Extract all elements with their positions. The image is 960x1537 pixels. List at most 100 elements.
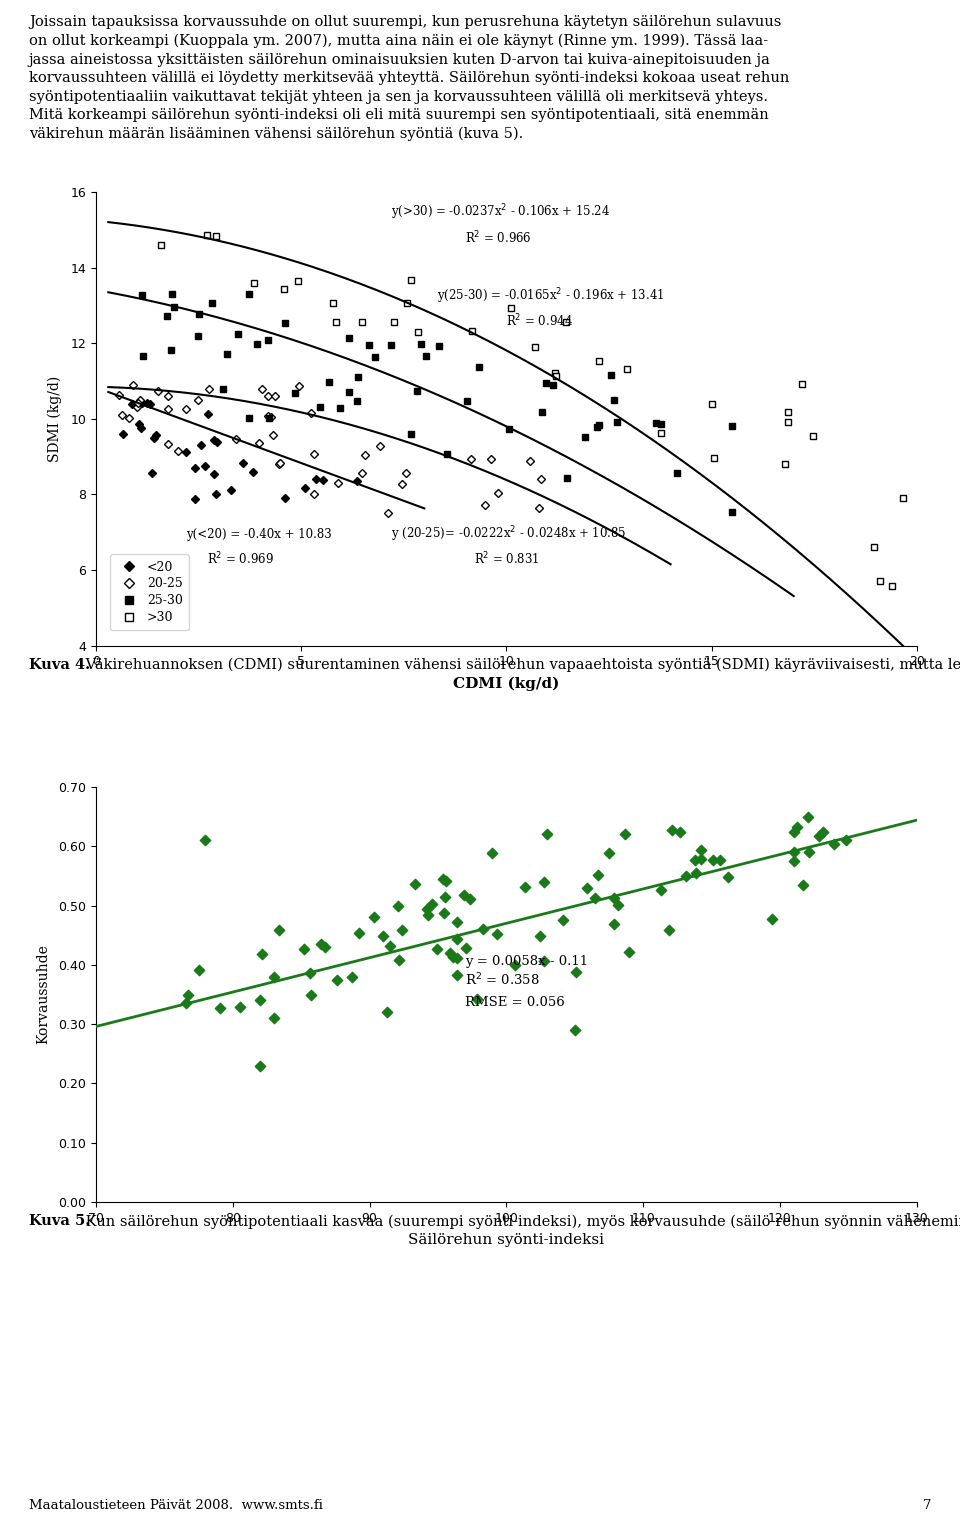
Point (266, 1005, 281, 1030)
Point (661, 918, 677, 942)
Text: y(<20) = -0.40x + 10.83: y(<20) = -0.40x + 10.83 (186, 527, 332, 541)
Point (449, 945, 465, 970)
Point (443, 941, 458, 965)
Point (764, 907, 780, 931)
Point (801, 804, 816, 828)
Point (816, 819, 831, 844)
Text: R$^2$ = 0.831: R$^2$ = 0.831 (473, 550, 539, 567)
Point (391, 948, 406, 973)
Point (429, 936, 444, 961)
Point (580, 876, 595, 901)
Point (801, 839, 816, 864)
Point (720, 864, 735, 888)
Point (567, 1017, 583, 1042)
Point (329, 968, 345, 993)
Point (508, 953, 523, 978)
Point (444, 945, 460, 970)
Point (672, 819, 687, 844)
Y-axis label: Korvaussuhde: Korvaussuhde (36, 945, 50, 1044)
Point (537, 948, 552, 973)
Point (314, 931, 329, 956)
Point (811, 824, 827, 848)
Point (351, 921, 367, 945)
Point (375, 924, 391, 948)
Text: R$^2$ = 0.969: R$^2$ = 0.969 (206, 550, 274, 567)
Y-axis label: SDMI (kg/d): SDMI (kg/d) (48, 375, 62, 463)
Point (456, 882, 471, 907)
Point (303, 984, 319, 1008)
Point (449, 962, 465, 987)
Point (297, 936, 312, 961)
Point (345, 964, 360, 988)
Point (266, 964, 281, 988)
Point (687, 847, 703, 871)
Text: y(25-30) = -0.0165x$^2$ - 0.196x + 13.41: y(25-30) = -0.0165x$^2$ - 0.196x + 13.41 (437, 286, 664, 306)
Point (438, 885, 453, 910)
Point (484, 841, 499, 865)
X-axis label: Säilörehun syönti-indeksi: Säilörehun syönti-indeksi (408, 1233, 605, 1247)
Point (533, 924, 548, 948)
Text: R$^2$ = 0.944: R$^2$ = 0.944 (507, 312, 573, 329)
Point (449, 910, 465, 934)
Point (607, 911, 622, 936)
Text: y(>30) = -0.0237x$^2$ - 0.106x + 15.24: y(>30) = -0.0237x$^2$ - 0.106x + 15.24 (392, 203, 611, 223)
Text: y = 0.0058x - 0.11: y = 0.0058x - 0.11 (466, 954, 588, 968)
Point (490, 922, 505, 947)
Point (367, 905, 382, 930)
Point (617, 822, 633, 847)
Point (786, 839, 802, 864)
Point (606, 885, 621, 910)
Point (191, 958, 206, 982)
Point (420, 896, 435, 921)
Text: Joissain tapauksissa korvaussuhde on ollut suurempi, kun perusrehuna käytetyn sä: Joissain tapauksissa korvaussuhde on oll… (29, 15, 789, 141)
Point (568, 961, 584, 985)
Point (839, 828, 854, 853)
Point (463, 887, 478, 911)
Point (391, 895, 406, 919)
Text: Väkirehuannoksen (CDMI) suurentaminen vähensi säilörehun vapaaehtoista syöntiä (: Väkirehuannoksen (CDMI) suurentaminen vä… (82, 658, 960, 672)
Point (450, 927, 466, 951)
Point (827, 832, 842, 856)
Legend: <20, 20-25, 25-30, >30: <20, 20-25, 25-30, >30 (110, 555, 189, 630)
Point (254, 942, 270, 967)
Point (379, 999, 395, 1024)
Point (395, 918, 410, 942)
Point (252, 1053, 268, 1077)
Point (602, 841, 617, 865)
Point (688, 861, 704, 885)
Text: 7: 7 (923, 1499, 931, 1512)
Point (435, 867, 450, 891)
Text: Kuva 5.: Kuva 5. (29, 1214, 90, 1228)
Point (795, 873, 810, 898)
Point (437, 901, 452, 925)
Point (789, 815, 804, 839)
Point (301, 961, 317, 985)
Text: Maataloustieteen Päivät 2008.  www.smts.fi: Maataloustieteen Päivät 2008. www.smts.f… (29, 1499, 323, 1512)
Point (693, 838, 708, 862)
Point (664, 818, 680, 842)
Point (678, 864, 693, 888)
Point (786, 848, 802, 873)
Text: RMSE = 0.056: RMSE = 0.056 (466, 996, 565, 1010)
Point (475, 918, 491, 942)
Text: y (20-25)= -0.0222x$^2$ - 0.0248x + 10.85: y (20-25)= -0.0222x$^2$ - 0.0248x + 10.8… (392, 524, 627, 544)
Point (213, 996, 228, 1021)
Point (693, 847, 708, 871)
Point (420, 902, 435, 927)
X-axis label: CDMI (kg/d): CDMI (kg/d) (453, 676, 560, 692)
Point (271, 918, 286, 942)
Point (621, 939, 636, 964)
Point (198, 828, 213, 853)
Point (517, 875, 533, 899)
Text: R$^2$ = 0.358: R$^2$ = 0.358 (466, 971, 540, 988)
Point (232, 994, 248, 1019)
Point (706, 848, 721, 873)
Point (536, 870, 551, 895)
Point (318, 934, 333, 959)
Point (712, 848, 728, 873)
Point (424, 891, 440, 916)
Text: Kun säilörehun syöntipotentiaali kasvaa (suurempi syönti-indeksi), myös korvausu: Kun säilörehun syöntipotentiaali kasvaa … (82, 1214, 960, 1228)
Point (786, 821, 802, 845)
Point (556, 908, 571, 933)
Point (590, 862, 606, 887)
